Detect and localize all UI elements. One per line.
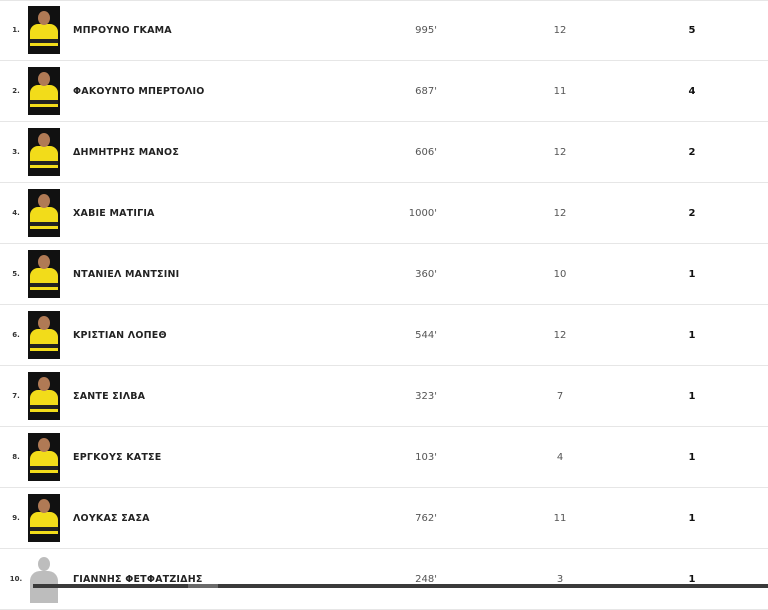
goals: 1 — [688, 330, 696, 341]
minutes-played: 103' — [415, 452, 437, 463]
player-name[interactable]: ΦΑΚΟΥΝΤΟ ΜΠΕΡΤΟΛΙΟ — [73, 86, 205, 97]
avatar-placeholder-icon[interactable] — [28, 555, 60, 603]
table-row[interactable]: 5. ΝΤΑΝΙΕΛ ΜΑΝΤΣΙΝΙ 360' 10 1 — [0, 244, 768, 305]
appearances: 11 — [553, 86, 567, 97]
appearances: 12 — [553, 330, 567, 341]
scrollbar-thumb[interactable] — [188, 584, 218, 588]
goals: 5 — [688, 25, 696, 36]
appearances: 3 — [556, 574, 564, 585]
appearances: 4 — [556, 452, 564, 463]
goals: 1 — [688, 269, 696, 280]
goals: 4 — [688, 86, 696, 97]
rank: 9. — [12, 514, 20, 522]
minutes-played: 1000' — [408, 208, 437, 219]
goals: 2 — [688, 147, 696, 158]
table-row[interactable]: 6. ΚΡΙΣΤΙΑΝ ΛΟΠΕΘ 544' 12 1 — [0, 305, 768, 366]
player-name[interactable]: ΜΠΡΟΥΝΟ ΓΚΑΜΑ — [73, 25, 172, 36]
minutes-played: 360' — [415, 269, 437, 280]
player-photo[interactable] — [28, 189, 60, 237]
appearances: 7 — [556, 391, 564, 402]
player-photo[interactable] — [28, 128, 60, 176]
player-photo[interactable] — [28, 311, 60, 359]
appearances: 11 — [553, 513, 567, 524]
table-row[interactable]: 8. ΕΡΓΚΟΥΣ ΚΑΤΣΕ 103' 4 1 — [0, 427, 768, 488]
minutes-played: 762' — [415, 513, 437, 524]
player-name[interactable]: ΚΡΙΣΤΙΑΝ ΛΟΠΕΘ — [73, 330, 167, 341]
table-row[interactable]: 4. ΧΑΒΙΕ ΜΑΤΙΓΙΑ 1000' 12 2 — [0, 183, 768, 244]
minutes-played: 323' — [415, 391, 437, 402]
minutes-played: 606' — [415, 147, 437, 158]
player-name[interactable]: ΔΗΜΗΤΡΗΣ ΜΑΝΟΣ — [73, 147, 180, 158]
appearances: 12 — [553, 208, 567, 219]
table-row[interactable]: 1. ΜΠΡΟΥΝΟ ΓΚΑΜΑ 995' 12 5 — [0, 0, 768, 61]
player-photo[interactable] — [28, 250, 60, 298]
player-name[interactable]: ΓΙΑΝΝΗΣ ΦΕΤΦΑΤΖΙΔΗΣ — [73, 574, 203, 585]
minutes-played: 687' — [415, 86, 437, 97]
minutes-played: 544' — [415, 330, 437, 341]
rank: 1. — [12, 26, 20, 34]
appearances: 12 — [553, 25, 567, 36]
table-row[interactable]: 7. ΣΑΝΤΕ ΣΙΛΒΑ 323' 7 1 — [0, 366, 768, 427]
player-photo[interactable] — [28, 372, 60, 420]
goals: 1 — [688, 452, 696, 463]
player-name[interactable]: ΣΑΝΤΕ ΣΙΛΒΑ — [73, 391, 146, 402]
rank: 6. — [12, 331, 20, 339]
horizontal-scrollbar[interactable] — [33, 584, 768, 588]
rank: 5. — [12, 270, 20, 278]
rank: 3. — [12, 148, 20, 156]
player-name[interactable]: ΝΤΑΝΙΕΛ ΜΑΝΤΣΙΝΙ — [73, 269, 180, 280]
rank: 2. — [12, 87, 20, 95]
minutes-played: 248' — [415, 574, 437, 585]
player-photo[interactable] — [28, 433, 60, 481]
player-photo[interactable] — [28, 67, 60, 115]
minutes-played: 995' — [415, 25, 437, 36]
player-name[interactable]: ΛΟΥΚΑΣ ΣΑΣΑ — [73, 513, 150, 524]
rank: 10. — [9, 575, 23, 583]
goals: 1 — [688, 513, 696, 524]
rank: 4. — [12, 209, 20, 217]
appearances: 10 — [553, 269, 567, 280]
rank: 7. — [12, 392, 20, 400]
player-photo[interactable] — [28, 6, 60, 54]
table-row[interactable]: 9. ΛΟΥΚΑΣ ΣΑΣΑ 762' 11 1 — [0, 488, 768, 549]
player-name[interactable]: ΕΡΓΚΟΥΣ ΚΑΤΣΕ — [73, 452, 162, 463]
goals: 1 — [688, 574, 696, 585]
table-row[interactable]: 10. ΓΙΑΝΝΗΣ ΦΕΤΦΑΤΖΙΔΗΣ 248' 3 1 — [0, 549, 768, 610]
goals: 1 — [688, 391, 696, 402]
appearances: 12 — [553, 147, 567, 158]
table-row[interactable]: 2. ΦΑΚΟΥΝΤΟ ΜΠΕΡΤΟΛΙΟ 687' 11 4 — [0, 61, 768, 122]
player-photo[interactable] — [28, 494, 60, 542]
player-name[interactable]: ΧΑΒΙΕ ΜΑΤΙΓΙΑ — [73, 208, 155, 219]
goals: 2 — [688, 208, 696, 219]
table-row[interactable]: 3. ΔΗΜΗΤΡΗΣ ΜΑΝΟΣ 606' 12 2 — [0, 122, 768, 183]
rank: 8. — [12, 453, 20, 461]
table-top-border — [0, 0, 768, 1]
